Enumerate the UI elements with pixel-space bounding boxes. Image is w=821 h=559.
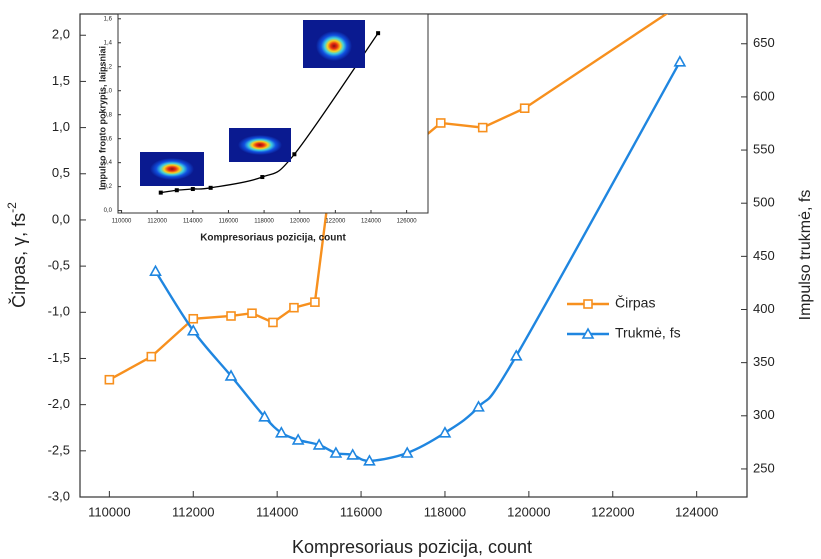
y2-tick-label: 600 (753, 88, 775, 103)
x-tick-label: 122000 (325, 219, 346, 225)
y2-tick-label: 300 (753, 407, 775, 422)
x-tick-label: 114000 (256, 504, 298, 519)
marker (175, 189, 178, 192)
marker (151, 266, 161, 275)
y-tick-label: -2,0 (48, 396, 70, 411)
y2-tick-label: 650 (753, 35, 775, 50)
y-tick-label: 1,4 (104, 40, 113, 46)
y-tick-label: 1,5 (52, 73, 70, 88)
x-tick-label: 116000 (340, 504, 382, 519)
marker (293, 153, 296, 156)
inset-y-axis-label: Impulso fronto pokrypis, laipsniai (97, 46, 107, 190)
beam-spot (150, 158, 194, 180)
marker (290, 304, 298, 312)
marker (437, 119, 445, 127)
y-axis-label: Čirpas, γ, fs-2 (5, 202, 29, 308)
marker (311, 298, 319, 306)
x-tick-label: 122000 (591, 504, 634, 519)
marker (159, 191, 162, 194)
x-tick-label: 124000 (361, 219, 382, 225)
y2-tick-label: 500 (753, 195, 775, 210)
y-axis-label-superscript: -2 (5, 202, 19, 213)
x-tick-label: 126000 (397, 219, 418, 225)
marker (479, 124, 487, 132)
y-tick-label: 0,0 (104, 208, 113, 214)
y-tick-label: 1,6 (104, 16, 113, 22)
y-tick-label: 2,0 (52, 27, 70, 42)
x-tick-label: 116000 (219, 219, 239, 225)
x-tick-label: 112000 (172, 504, 214, 519)
marker (248, 309, 256, 317)
x-tick-label: 110000 (112, 219, 132, 225)
y-tick-label: 0,5 (52, 165, 70, 180)
x-tick-label: 124000 (675, 504, 718, 519)
legend-marker (584, 300, 592, 308)
x-tick-label: 110000 (88, 504, 130, 519)
y2-axis-label: Impulso trukmė, fs (797, 190, 814, 321)
marker (227, 312, 235, 320)
marker (269, 318, 277, 326)
marker (105, 376, 113, 384)
beam-spot (238, 135, 282, 155)
beam-spot (316, 31, 352, 61)
y2-tick-label: 350 (753, 354, 775, 369)
x-tick-label: 114000 (183, 219, 203, 225)
y-tick-label: 1,0 (52, 119, 70, 134)
y-tick-label: -0,5 (48, 258, 70, 273)
marker (675, 57, 685, 66)
marker (377, 32, 380, 35)
x-tick-label: 118000 (424, 504, 466, 519)
legend-label: Trukmė, fs (615, 325, 681, 341)
marker (584, 300, 592, 308)
y2-tick-label: 400 (753, 301, 775, 316)
y-tick-label: -3,0 (48, 488, 70, 503)
marker (189, 315, 197, 323)
y-tick-label: -1,0 (48, 304, 70, 319)
y-tick-label: -1,5 (48, 350, 70, 365)
y2-tick-label: 450 (753, 248, 775, 263)
x-axis-label: Kompresoriaus pozicija, count (292, 537, 532, 557)
x-tick-label: 112000 (147, 219, 167, 225)
marker (191, 188, 194, 191)
marker (261, 176, 264, 179)
y-axis-label-text: Čirpas, γ, fs (8, 213, 29, 308)
chart: 110000 112000 114000 116000 118000 120000 1220… (0, 0, 821, 559)
marker (209, 186, 212, 189)
x-tick-label: 120000 (290, 219, 311, 225)
marker (147, 353, 155, 361)
inset-x-axis-label: Kompresoriaus pozicija, count (200, 233, 346, 244)
x-tick-label: 120000 (507, 504, 550, 519)
y-tick-label: -2,5 (48, 442, 70, 457)
legend-label: Čirpas (615, 295, 655, 311)
y2-tick-label: 550 (753, 141, 775, 156)
marker (521, 104, 529, 112)
x-tick-label: 118000 (254, 219, 274, 225)
y2-tick-label: 250 (753, 460, 775, 475)
y-tick-label: 0,0 (52, 211, 70, 226)
